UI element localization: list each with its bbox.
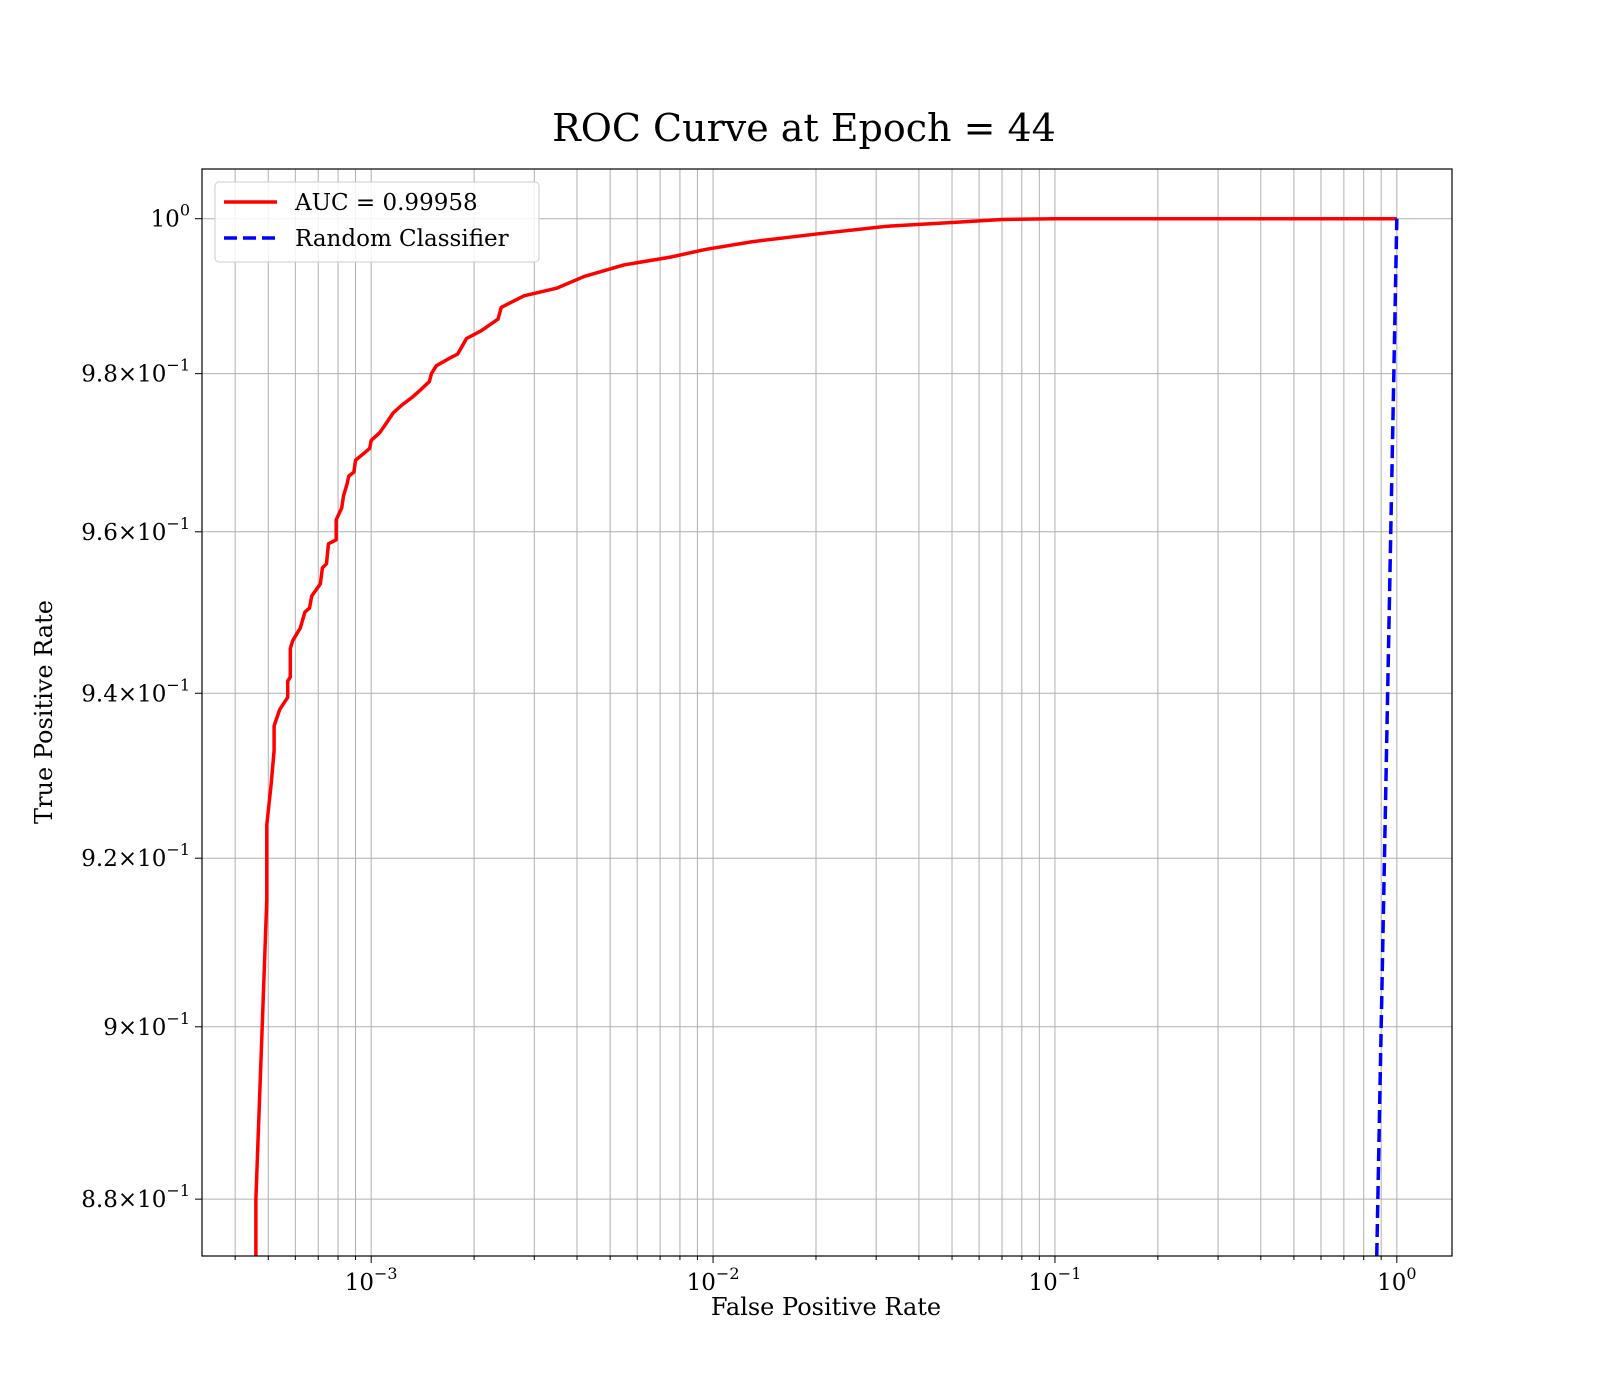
x-axis-label: False Positive Rate xyxy=(711,1293,941,1321)
legend: AUC = 0.99958 Random Classifier xyxy=(214,181,540,263)
chart-title: ROC Curve at Epoch = 44 xyxy=(552,106,1056,150)
y-tick-label: 100 xyxy=(151,201,190,233)
series-layer xyxy=(254,216,1399,1256)
legend-box xyxy=(214,181,540,263)
y-axis-label: True Positive Rate xyxy=(30,600,58,824)
axis-ticks: 1009.8×10−19.6×10−19.4×10−19.2×10−19×10−… xyxy=(81,201,1416,1296)
roc-curve-line xyxy=(254,216,1397,1256)
y-tick-label: 8.8×10−1 xyxy=(81,1181,190,1213)
random-classifier-line xyxy=(1375,218,1399,1256)
plot-series-group xyxy=(254,216,1399,1256)
legend-label-random-classifier: Random Classifier xyxy=(295,226,509,252)
y-tick-label: 9.8×10−1 xyxy=(81,356,190,388)
legend-label-auc: AUC = 0.99958 xyxy=(294,190,478,216)
plot-frame xyxy=(201,168,1453,1257)
x-tick-label: 10−2 xyxy=(687,1264,740,1296)
